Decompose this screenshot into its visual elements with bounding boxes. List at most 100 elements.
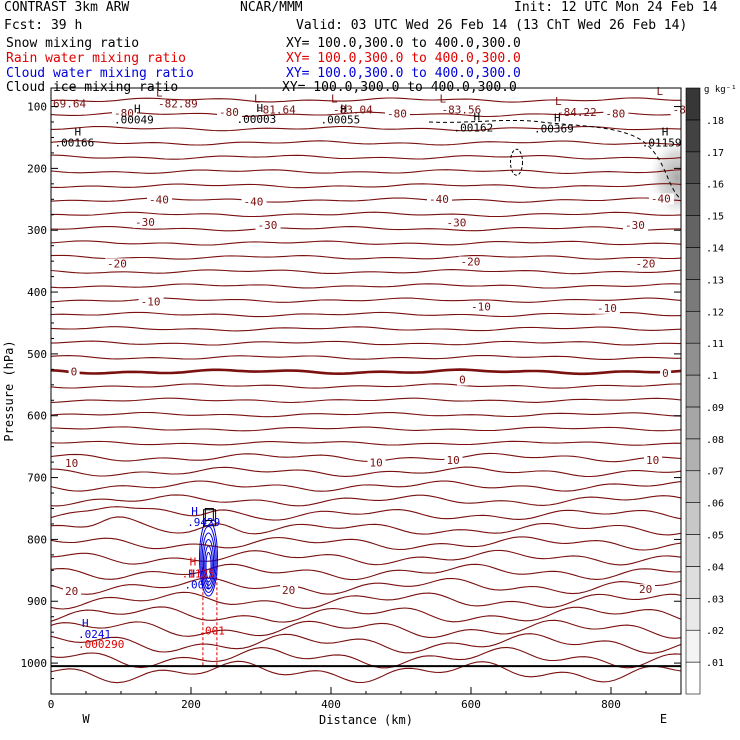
x-tick-label-4: 800 [601, 698, 621, 711]
y-tick-label-7: 800 [27, 533, 47, 546]
temperature-extreme-value-6: 69.64 [53, 97, 86, 110]
y-tick-label-3: 400 [27, 286, 47, 299]
snow-max-value-1: .00003 [237, 113, 277, 126]
isotherm-27 [51, 480, 681, 492]
init-label: Init: 12 UTC Mon 24 Feb 14 [514, 0, 718, 15]
field-xy-rain: XY= 100.0,300.0 to 400.0,300.0 [286, 51, 521, 66]
isotherm-label-bg-15 [633, 258, 659, 270]
isotherm-11 [51, 254, 681, 260]
isotherm-39 [51, 646, 681, 669]
isotherm-label-bg-9 [660, 367, 672, 379]
isotherm-7 [51, 197, 681, 203]
colorbar-segment-5 [685, 502, 701, 535]
colorbar-tick-label-2: .03 [706, 594, 724, 605]
colorbar-segment-14 [685, 215, 701, 248]
isotherm-label-24: -80 [114, 107, 134, 120]
snow-contour-small [510, 148, 523, 176]
isotherm-23 [51, 426, 681, 432]
colorbar-segment-11 [685, 310, 701, 344]
temperature-min-value-3: -83.56 [442, 103, 482, 116]
isotherm-label-bg-2 [637, 584, 655, 596]
colorbar-tick-label-8: .09 [706, 403, 724, 414]
isotherm-20 [51, 383, 681, 389]
y-tick-label-9: 1000 [21, 657, 48, 670]
isotherm-label-28: -8 [673, 103, 686, 116]
isotherm-label-bg-23 [648, 193, 674, 205]
isotherm-label-bg-22 [427, 194, 452, 206]
isotherm-40 [51, 660, 681, 684]
isotherm-label-bg-13 [105, 258, 130, 270]
isotherm-label-5: 10 [447, 454, 460, 467]
model-label: CONTRAST 3km ARW [4, 0, 130, 15]
colorbar-tick-label-12: .13 [706, 275, 724, 286]
cloudwater-max-value-1: .001 [184, 579, 211, 592]
isotherm-5 [51, 169, 681, 174]
cloudice-contour-inner [204, 507, 214, 521]
y-tick-label-6: 700 [27, 472, 47, 485]
x-axis-label: Distance (km) [319, 713, 413, 727]
rain-max-value-0: .1125 [182, 568, 215, 581]
isotherm-9 [51, 226, 681, 232]
isotherm-label-9: 0 [662, 367, 669, 380]
temperature-min-marker-4: L [555, 95, 562, 108]
colorbar-tick-label-13: .14 [706, 243, 724, 254]
isotherm-label-bg-1 [280, 584, 298, 596]
isotherm-label-26: -80 [387, 108, 407, 121]
isotherm-8 [51, 211, 681, 218]
isotherm-28 [51, 494, 681, 507]
colorbar-segment-10 [685, 342, 701, 376]
field-label-snow: Snow mixing ratio [6, 36, 140, 51]
isotherm-label-18: -30 [447, 217, 467, 230]
colorbar-segment-12 [685, 279, 701, 312]
isotherm-31 [51, 536, 681, 551]
isotherm-4 [51, 154, 681, 160]
snow-max-value-5: .00166 [55, 137, 95, 150]
snow-max-value-4: .00369 [534, 122, 574, 135]
snow-max-value-0: .00049 [114, 114, 154, 127]
isotherm-label-bg-26 [385, 108, 410, 120]
y-tick-label-0: 100 [27, 101, 47, 114]
cloudwater-contour-2 [201, 532, 216, 590]
isotherm-label-bg-27 [603, 108, 629, 120]
colorbar-tick-label-6: .07 [706, 467, 724, 478]
colorbar-tick-label-17: .18 [706, 116, 724, 127]
x-tick-label-3: 600 [461, 698, 481, 711]
isotherm-24 [51, 440, 681, 446]
snow-max-value-2: .00055 [321, 114, 361, 127]
field-label-rain: Rain water mixing ratio [6, 51, 187, 66]
isotherm-label-bg-20 [147, 194, 172, 206]
isotherm-37 [51, 619, 681, 639]
cloudice-contour-outer [203, 509, 217, 527]
colorbar-segment-16 [685, 151, 701, 184]
snow-max-marker-5: H [75, 126, 82, 139]
isotherm-0 [51, 97, 681, 103]
isotherm-33 [51, 563, 681, 581]
cloudwater-max-marker-1: H [188, 568, 195, 581]
isotherm-17 [51, 340, 681, 346]
snow-max-marker-1: H [257, 102, 264, 115]
isotherm-label-17: -30 [258, 219, 278, 232]
isotherm-label-1: 20 [282, 584, 295, 597]
y-tick-label-1: 200 [27, 162, 47, 175]
snow-max-value-6: .01159 [642, 137, 682, 150]
isotherm-label-23: -40 [651, 192, 671, 205]
y-tick-label-2: 300 [27, 224, 47, 237]
isotherm-22 [51, 411, 681, 418]
cloudwater-max-value-0: .9429 [187, 516, 220, 529]
field-xy-cloudwater: XY= 100.0,300.0 to 400.0,300.0 [286, 66, 521, 81]
isotherm-label-bg-21 [241, 196, 267, 208]
isotherm-13 [51, 283, 681, 289]
isotherm-label-bg-17 [255, 219, 281, 231]
isotherm-label-4: 10 [370, 456, 383, 469]
colorbar-units: g kg⁻¹ [704, 85, 737, 95]
isotherm-label-14: -20 [461, 255, 481, 268]
snow-max-marker-2: H [341, 103, 348, 116]
isotherm-label-bg-4 [367, 457, 386, 469]
isotherm-label-7: 0 [71, 366, 78, 379]
cloudwater-max-value-2: .0241 [78, 628, 111, 641]
isotherm-label-bg-8 [457, 374, 469, 386]
y-tick-label-4: 500 [27, 348, 47, 361]
rain-max-marker-0: H [190, 556, 197, 569]
temperature-min-marker-3: L [440, 92, 447, 105]
